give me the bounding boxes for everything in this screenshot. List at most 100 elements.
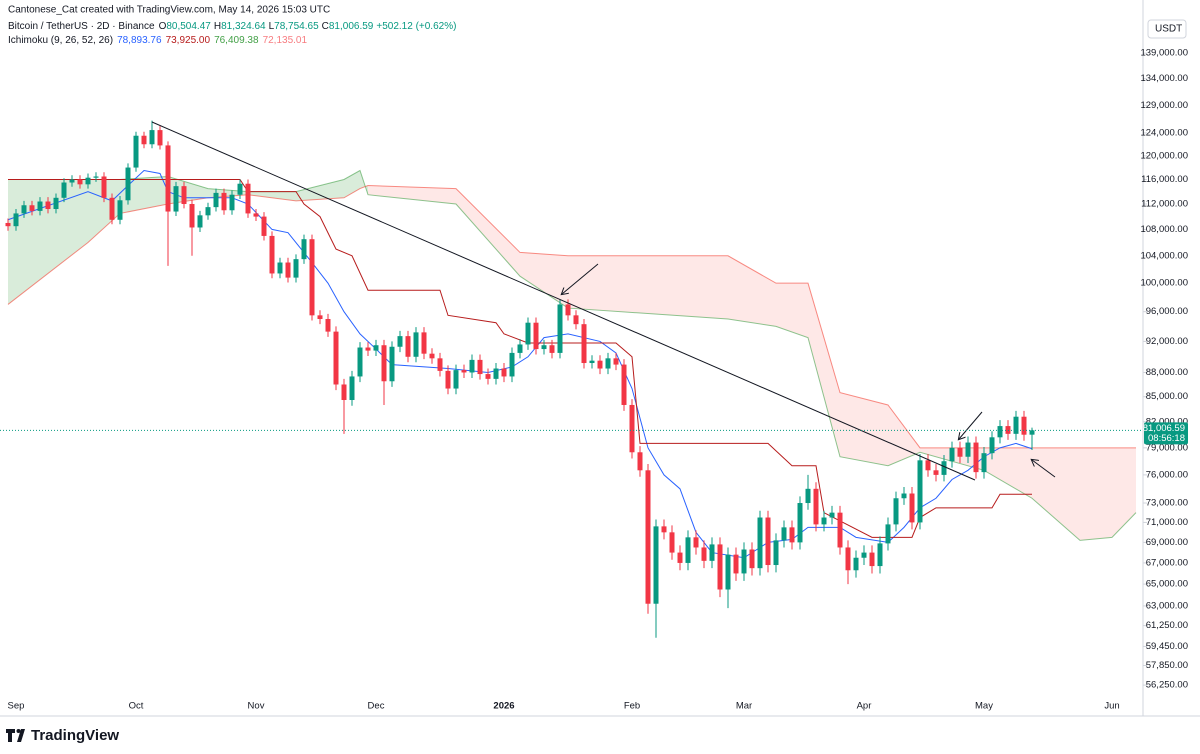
cloud-segment	[520, 252, 568, 309]
candle-body	[549, 345, 555, 353]
candle-body	[917, 460, 923, 523]
y-tick-label: 61,250.00	[1146, 620, 1188, 631]
cloud-segment	[984, 447, 1032, 499]
y-tick-label: 76,000.00	[1146, 469, 1188, 480]
candle-body	[37, 201, 43, 211]
candle-body	[981, 453, 987, 473]
candle-body	[741, 549, 747, 574]
candle-body	[285, 262, 291, 278]
candle-body	[149, 130, 155, 145]
candle-body	[701, 547, 707, 561]
brand-logo	[6, 729, 25, 742]
candle-body	[669, 532, 675, 553]
candle-body	[421, 332, 427, 354]
candle-body	[141, 135, 147, 145]
y-tick-label: 69,000.00	[1146, 537, 1188, 548]
y-tick-label: 65,000.00	[1146, 579, 1188, 590]
arrow	[1032, 460, 1056, 478]
candle-body	[381, 345, 387, 382]
candle-body	[813, 488, 819, 525]
cloud-segment	[840, 392, 888, 466]
candle-body	[469, 359, 475, 373]
candle-body	[677, 552, 683, 563]
candle-body	[165, 145, 171, 212]
y-tick-label: 71,000.00	[1146, 517, 1188, 528]
candle-body	[133, 135, 139, 168]
ohlc-value: 81,324.64	[221, 21, 266, 32]
y-tick-label: 96,000.00	[1146, 306, 1188, 317]
y-tick-label: 108,000.00	[1140, 224, 1188, 235]
candle-body	[541, 345, 547, 350]
candle-body	[797, 503, 803, 543]
candle-body	[709, 544, 715, 561]
candle-body	[629, 404, 635, 453]
candle-body	[773, 540, 779, 566]
x-tick-label: May	[975, 701, 993, 712]
candle-body	[909, 493, 915, 523]
arrow	[959, 411, 983, 439]
cloud-segment	[456, 188, 520, 277]
y-tick-label: 129,000.00	[1140, 100, 1188, 111]
candle-body	[645, 470, 651, 604]
indicator-value: 76,409.38	[214, 35, 259, 46]
candle-body	[477, 359, 483, 375]
candle-body	[413, 332, 419, 357]
candle-body	[101, 176, 107, 198]
candle-body	[525, 322, 531, 345]
candle-body	[5, 222, 11, 227]
candle-body	[125, 167, 131, 201]
candle-body	[605, 358, 611, 369]
candle-body	[301, 239, 307, 260]
y-tick-label: 57,850.00	[1146, 660, 1188, 671]
logo-dot	[16, 729, 21, 733]
candle-body	[237, 183, 243, 195]
candle-body	[221, 192, 227, 211]
cloud-segment	[296, 179, 344, 201]
candle-body	[789, 527, 795, 543]
candle-body	[77, 179, 83, 185]
candle-body	[733, 554, 739, 574]
candle-body	[885, 524, 891, 544]
cloud-segment	[808, 283, 840, 457]
candle-body	[357, 347, 363, 377]
candle-body	[261, 216, 267, 236]
candle-body	[325, 319, 331, 332]
countdown: 08:56:18	[1148, 433, 1185, 444]
currency-box	[1147, 19, 1187, 39]
candle-body	[245, 183, 251, 214]
candle-body	[957, 447, 963, 457]
candle-body	[53, 197, 59, 210]
y-tick-label: 85,000.00	[1146, 391, 1188, 402]
y-tick-label: 56,250.00	[1146, 680, 1188, 691]
candle-body	[509, 352, 515, 377]
candle-body	[333, 331, 339, 385]
credit: Cantonese_Cat created with TradingView.c…	[8, 5, 330, 16]
indicator-title: Ichimoku (9, 26, 52, 26)	[8, 35, 113, 46]
y-tick-label: 100,000.00	[1140, 278, 1188, 289]
candle-body	[989, 437, 995, 454]
axis-layer: 139,000.00 134,000.00 129,000.00 124,000.00…	[0, 48, 1188, 712]
brand: TradingView	[31, 727, 119, 744]
candle-body	[949, 447, 955, 462]
candle-layer	[5, 120, 1035, 638]
candle-body	[861, 552, 867, 558]
ohlc-value: 78,754.65	[274, 21, 319, 32]
candle-body	[213, 192, 219, 208]
arrow	[562, 263, 599, 294]
candle-body	[29, 205, 35, 211]
y-tick-label: 104,000.00	[1140, 250, 1188, 261]
x-tick-label: Sep	[8, 701, 25, 712]
candle-body	[437, 358, 443, 371]
y-tick-label: 59,450.00	[1146, 641, 1188, 652]
candle-body	[517, 344, 523, 353]
candle-body	[933, 470, 939, 475]
candle-body	[85, 177, 91, 185]
candle-body	[309, 239, 315, 316]
y-tick-label: 116,000.00	[1141, 174, 1188, 185]
candle-body	[389, 346, 395, 382]
candle-body	[661, 526, 667, 533]
candle-body	[901, 493, 907, 499]
candle-body	[93, 176, 99, 178]
